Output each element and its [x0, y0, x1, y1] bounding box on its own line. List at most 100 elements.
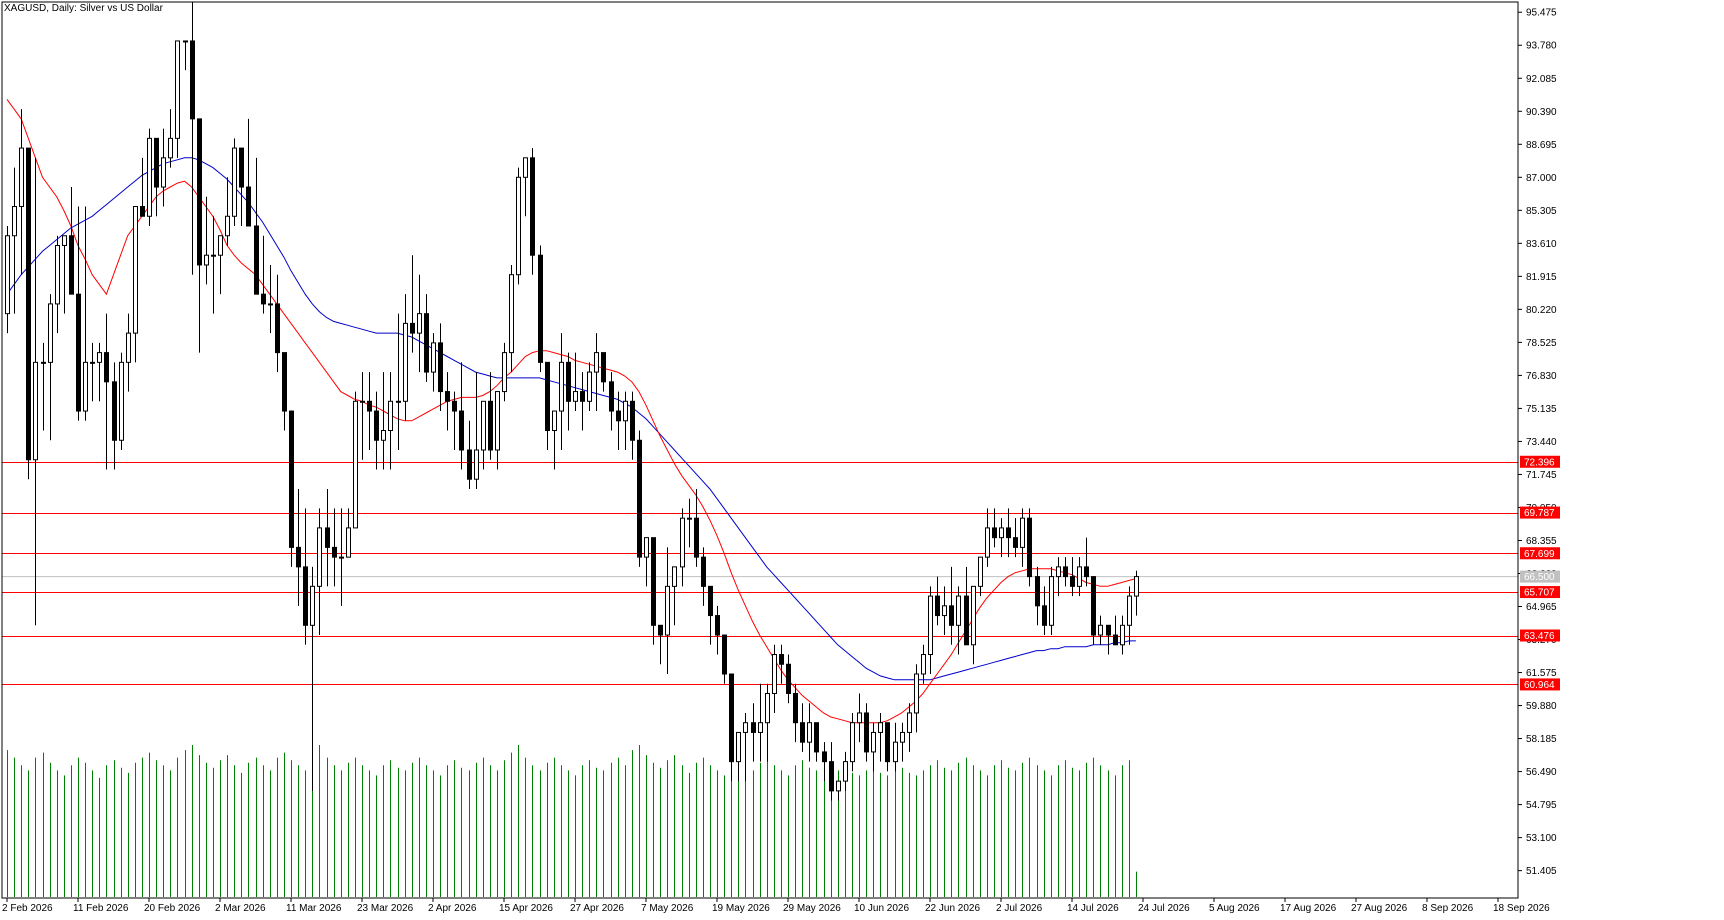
candle [1013, 518, 1018, 558]
y-tick-label: 73.440 [1526, 437, 1557, 448]
candle [793, 683, 798, 743]
candle [1127, 586, 1132, 645]
candle-body [502, 352, 507, 393]
candle-body [41, 361, 46, 364]
x-tick-label: 27 Apr 2026 [570, 903, 624, 914]
candle [779, 644, 784, 684]
candle [1042, 586, 1047, 636]
candle-body [992, 527, 997, 539]
candle [850, 712, 855, 772]
candle-body [467, 449, 472, 480]
volume-layer [7, 745, 1137, 897]
candle-body [715, 615, 720, 636]
ma-fast-line [6, 99, 1137, 724]
y-tick-label: 88.695 [1526, 140, 1557, 151]
y-tick-label: 56.490 [1526, 767, 1557, 778]
candle [552, 410, 557, 470]
candle [545, 361, 550, 450]
candle-body [303, 566, 308, 626]
candle-body [147, 137, 152, 217]
candle-body [609, 381, 614, 412]
candle [814, 722, 819, 762]
candle [609, 372, 614, 431]
candle [381, 372, 386, 470]
candle-body [772, 654, 777, 694]
candle-body [481, 400, 486, 451]
candle-body [161, 157, 166, 188]
x-tick-label: 2 Mar 2026 [215, 903, 266, 914]
candle [1134, 570, 1139, 616]
candle-body [225, 215, 230, 237]
y-tick-label: 76.830 [1526, 371, 1557, 382]
candle-body [552, 410, 557, 432]
candle-body [410, 322, 415, 334]
level-tag: 67.699 [1520, 547, 1560, 560]
candle [992, 508, 997, 548]
candle [864, 703, 869, 762]
candle-body [743, 722, 748, 733]
candle-body [339, 556, 344, 559]
candle [76, 206, 81, 421]
candle-body [800, 722, 805, 743]
candle [374, 391, 379, 470]
candle-body [76, 293, 81, 412]
candle [765, 683, 770, 762]
x-tick-label: 5 Aug 2026 [1209, 903, 1260, 914]
candle-body [786, 663, 791, 694]
candle [417, 274, 422, 373]
level-tag-label: 72.396 [1524, 457, 1555, 468]
candle-body [914, 673, 919, 714]
candle-body [722, 634, 727, 675]
y-tick-label: 95.475 [1526, 8, 1557, 19]
level-tag-box [1520, 629, 1560, 642]
candle [69, 187, 74, 295]
candle [1063, 557, 1068, 587]
candle [424, 294, 429, 382]
level-tag-box [1520, 547, 1560, 560]
candle-body [1013, 537, 1018, 548]
candle [949, 566, 954, 645]
candle-body [261, 293, 266, 305]
candle-body [651, 537, 656, 626]
candle [197, 118, 202, 353]
candle-body [658, 624, 663, 636]
candle [410, 255, 415, 353]
candle-body [388, 400, 393, 432]
candle [1091, 576, 1096, 645]
candle [26, 147, 31, 480]
candle-body [928, 595, 933, 656]
candle-body [19, 147, 24, 208]
candle-body [523, 157, 528, 178]
candle [857, 693, 862, 743]
y-tick-label: 75.135 [1526, 404, 1557, 415]
x-tick-label: 19 May 2026 [712, 903, 770, 914]
candle [509, 264, 514, 373]
candle-body [580, 391, 585, 402]
level-tags-layer: 66.500 72.396 69.787 67.699 65.707 63.476 60.9… [1520, 455, 1560, 691]
candle-body [310, 585, 315, 626]
candle-body [296, 546, 301, 568]
candle [694, 488, 699, 567]
candle-body [971, 585, 976, 646]
y-tick-label: 54.795 [1526, 800, 1557, 811]
candle [403, 294, 408, 421]
candle [133, 206, 138, 363]
candle-body [346, 527, 351, 558]
candle-body [459, 410, 464, 451]
candle [275, 274, 280, 373]
candle-body [1056, 566, 1061, 578]
current-price-tag: 66.500 [1520, 570, 1560, 583]
candle [708, 585, 713, 645]
candle-body [204, 254, 209, 266]
candle [559, 333, 564, 450]
candle [566, 352, 571, 431]
candle [644, 537, 649, 587]
candle [459, 362, 464, 470]
candle [836, 780, 841, 801]
candle-body [83, 361, 88, 412]
candle [530, 148, 535, 275]
candle-body [48, 303, 53, 363]
